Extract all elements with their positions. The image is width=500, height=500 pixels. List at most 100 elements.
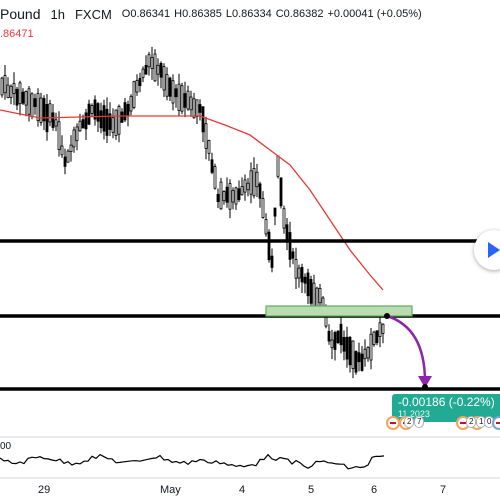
- candle-body: [36, 93, 40, 121]
- candle-body: [252, 167, 256, 197]
- candle-body: [360, 353, 364, 371]
- candle-body: [216, 193, 220, 202]
- candle-body: [105, 108, 109, 136]
- eu-flag-icon[interactable]: [492, 416, 500, 430]
- candle-body: [165, 74, 169, 97]
- candle-body: [318, 287, 322, 304]
- candle-body: [81, 119, 85, 129]
- candle-body: [90, 105, 94, 114]
- candle-body: [21, 91, 25, 104]
- candle-body: [66, 150, 70, 163]
- candle-body: [372, 331, 376, 345]
- play-button[interactable]: [474, 230, 500, 270]
- candle-body: [186, 90, 190, 110]
- rsi-level-label: 00: [0, 441, 12, 452]
- candle-body: [210, 159, 214, 173]
- candle-body: [150, 57, 154, 70]
- candle-body: [261, 198, 265, 219]
- timeframe-label[interactable]: 1h: [50, 6, 65, 22]
- low-value: L0.86334: [225, 8, 272, 20]
- event-count-badge: 7: [414, 416, 425, 428]
- candle-body: [255, 171, 259, 188]
- candle-body: [348, 336, 352, 366]
- candle-body: [219, 181, 223, 210]
- moving-average-line: [0, 109, 384, 291]
- symbol-name[interactable]: Pound: [0, 6, 41, 22]
- candle-body: [333, 332, 337, 350]
- candle-body: [192, 98, 196, 119]
- candle-body: [99, 110, 103, 129]
- projection-arrow-head: [418, 376, 432, 388]
- candle-body: [30, 93, 34, 118]
- candle-body: [378, 322, 382, 337]
- candlestick-series: [0, 46, 385, 379]
- candle-body: [120, 111, 124, 123]
- candle-body: [84, 112, 88, 130]
- candle-body: [345, 336, 349, 360]
- candle-body: [27, 88, 31, 115]
- candle-body: [189, 96, 193, 111]
- candle-body: [222, 191, 226, 202]
- candle-body: [24, 91, 28, 106]
- x-axis-label: 7: [440, 484, 447, 496]
- play-icon: [488, 242, 500, 258]
- candle-body: [42, 98, 46, 122]
- candle-body: [243, 179, 247, 193]
- candle-body: [129, 95, 133, 112]
- event-count-badge: 2: [466, 416, 477, 428]
- candle-body: [237, 188, 241, 201]
- arrow-end-point: [422, 384, 428, 390]
- event-count-badge: 2: [404, 416, 415, 428]
- candle-body: [258, 183, 262, 199]
- uk-flag-icon[interactable]: [386, 416, 400, 430]
- symbol-header[interactable]: Pound 1h FXCM O0.86341 H0.86385 L0.86334…: [0, 2, 426, 26]
- x-axis-label: 6: [371, 484, 378, 496]
- candle-body: [294, 258, 298, 279]
- candle-body: [15, 88, 19, 106]
- arrow-start-point: [384, 313, 390, 319]
- candle-body: [273, 207, 277, 217]
- open-value: O0.86341: [121, 8, 171, 20]
- price-level-tag: .86471: [0, 28, 34, 40]
- candle-body: [12, 83, 16, 94]
- candle-body: [72, 129, 76, 148]
- candle-body: [351, 340, 355, 370]
- candle-body: [78, 120, 82, 132]
- projection-arrow: [386, 314, 427, 383]
- candle-body: [297, 267, 301, 279]
- candle-body: [96, 103, 100, 122]
- candle-body: [114, 109, 118, 136]
- candle-body: [135, 80, 139, 93]
- candle-body: [159, 63, 163, 78]
- rsi-line: [0, 453, 385, 470]
- x-axis-label: 5: [308, 484, 315, 496]
- candle-body: [0, 77, 4, 96]
- supply-zone-rectangle: [265, 305, 413, 317]
- candle-body: [336, 330, 340, 344]
- candle-body: [48, 103, 52, 123]
- candle-body: [63, 156, 67, 167]
- x-axis-label: 29: [38, 484, 51, 496]
- candle-body: [363, 348, 367, 360]
- candle-body: [87, 103, 91, 125]
- candle-body: [60, 145, 64, 156]
- x-axis-label: May: [160, 484, 181, 496]
- candle-body: [69, 144, 73, 153]
- candle-body: [357, 352, 361, 363]
- candle-body: [51, 112, 55, 128]
- candle-body: [354, 351, 358, 373]
- candle-body: [171, 80, 175, 104]
- candle-body: [174, 88, 178, 98]
- high-value: H0.86385: [174, 8, 222, 20]
- candle-body: [285, 224, 289, 243]
- candle-body: [291, 251, 295, 259]
- candle-body: [225, 186, 229, 203]
- candle-body: [240, 186, 244, 196]
- candle-body: [327, 330, 331, 342]
- candle-body: [312, 282, 316, 308]
- measure-date: 11 2023: [398, 409, 430, 419]
- candle-body: [93, 99, 97, 120]
- candle-body: [108, 113, 112, 130]
- candle-body: [369, 333, 373, 361]
